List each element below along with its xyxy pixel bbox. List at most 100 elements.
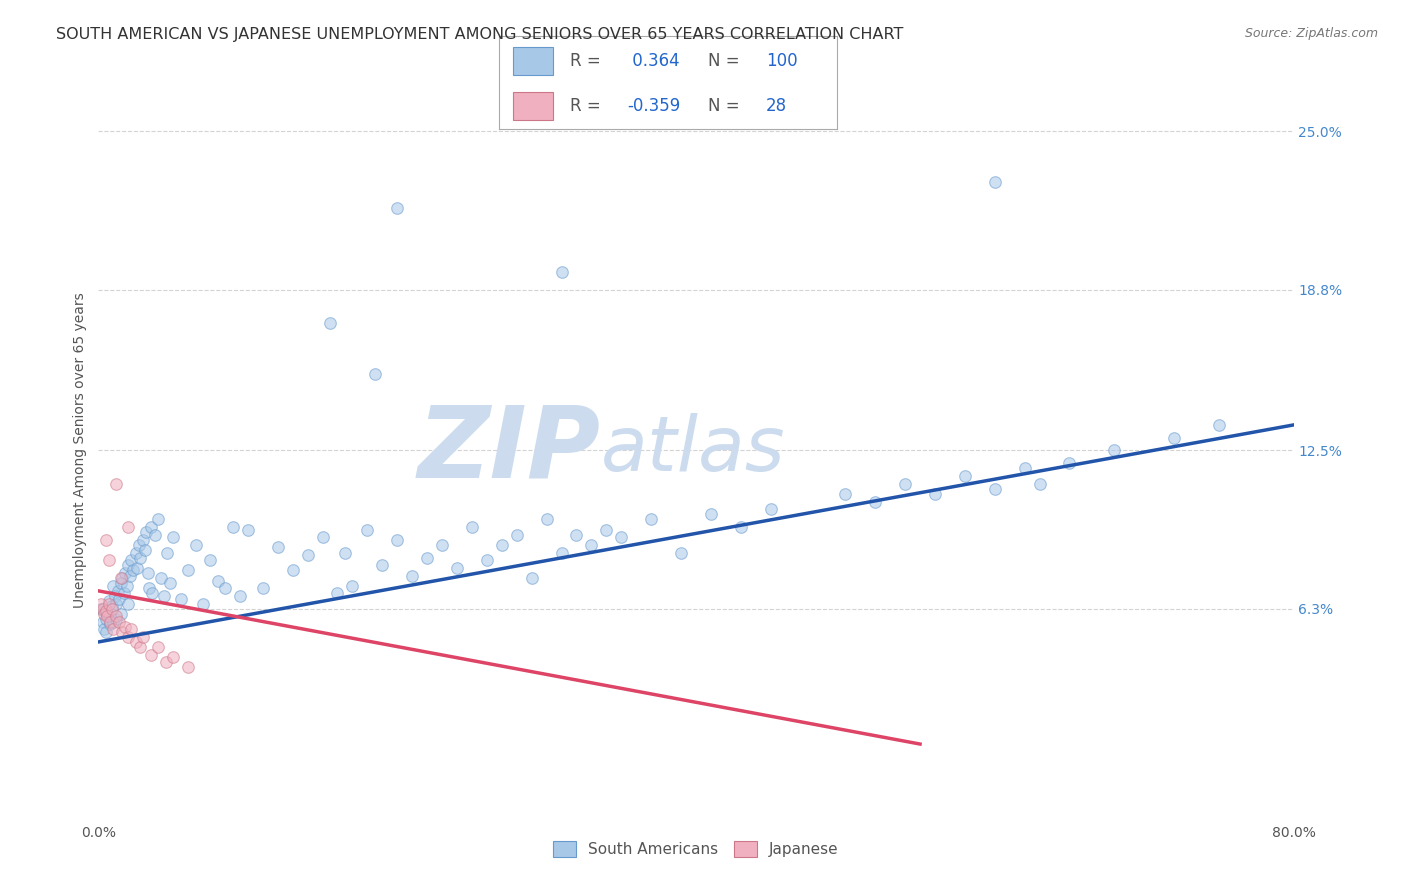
Point [129,550,152,565]
Point [94,612,117,626]
Point [139,648,162,662]
Point [1163,431,1185,445]
Point [117,558,139,573]
Point [581,538,603,552]
Point [200,553,222,567]
Point [1028,476,1050,491]
Point [446,561,468,575]
Point [156,545,179,559]
Text: N =: N = [709,97,740,115]
Point [252,582,274,596]
Point [96,607,118,621]
Legend: South Americans, Japanese: South Americans, Japanese [546,833,846,865]
Point [153,589,176,603]
Point [132,630,155,644]
Point [139,520,162,534]
Point [96,609,118,624]
Text: 0.364: 0.364 [627,52,681,70]
Point [112,586,135,600]
Point [267,541,290,555]
Point [97,594,120,608]
Point [342,579,364,593]
Point [700,508,723,522]
Point [475,553,498,567]
Point [120,622,142,636]
Point [155,656,177,670]
Point [356,523,378,537]
Point [364,367,387,381]
Point [984,482,1007,496]
Point [148,512,170,526]
Point [461,520,484,534]
Point [105,609,128,624]
Y-axis label: Unemployment Among Seniors over 65 years: Unemployment Among Seniors over 65 years [73,293,87,608]
Text: ZIP: ZIP [418,402,600,499]
Point [114,566,136,580]
Point [150,571,173,585]
Point [127,561,149,575]
Text: 28: 28 [766,97,787,115]
Point [311,530,333,544]
Point [108,591,131,606]
Point [222,520,245,534]
Point [191,597,214,611]
Point [214,582,236,596]
Point [117,520,139,534]
Point [101,601,124,615]
Point [103,579,125,593]
Point [177,660,200,674]
Point [128,538,150,552]
Point [111,571,134,585]
Point [93,604,115,618]
Point [93,607,115,621]
Point [120,553,142,567]
Point [110,576,132,591]
Point [118,568,141,582]
Point [281,564,304,578]
Point [371,558,394,573]
Point [98,617,122,632]
Point [550,545,572,559]
Point [319,316,342,330]
Point [565,527,588,541]
Point [326,586,349,600]
Text: -0.359: -0.359 [627,97,681,115]
Point [595,523,617,537]
Point [506,527,529,541]
Point [169,591,191,606]
Point [93,622,115,636]
Point [117,630,139,644]
Point [1104,443,1126,458]
Point [105,597,128,611]
Point [894,476,917,491]
Point [159,576,181,591]
Point [759,502,782,516]
Point [1014,461,1036,475]
Point [98,609,122,624]
FancyBboxPatch shape [513,92,553,120]
Point [97,553,120,567]
Point [105,612,128,626]
Point [184,538,207,552]
Point [132,533,155,547]
Point [924,487,946,501]
Point [430,538,453,552]
Point [135,525,157,540]
Point [236,523,259,537]
Point [834,487,856,501]
Point [108,615,131,629]
Point [105,476,128,491]
Point [136,566,159,580]
Point [98,615,122,629]
Point [101,599,124,614]
Point [94,624,117,639]
Point [148,640,170,654]
Point [134,543,156,558]
Point [94,533,117,547]
Point [141,586,163,600]
Point [103,622,125,636]
Point [91,601,114,615]
Point [520,571,543,585]
Text: 100: 100 [766,52,797,70]
Point [416,550,439,565]
